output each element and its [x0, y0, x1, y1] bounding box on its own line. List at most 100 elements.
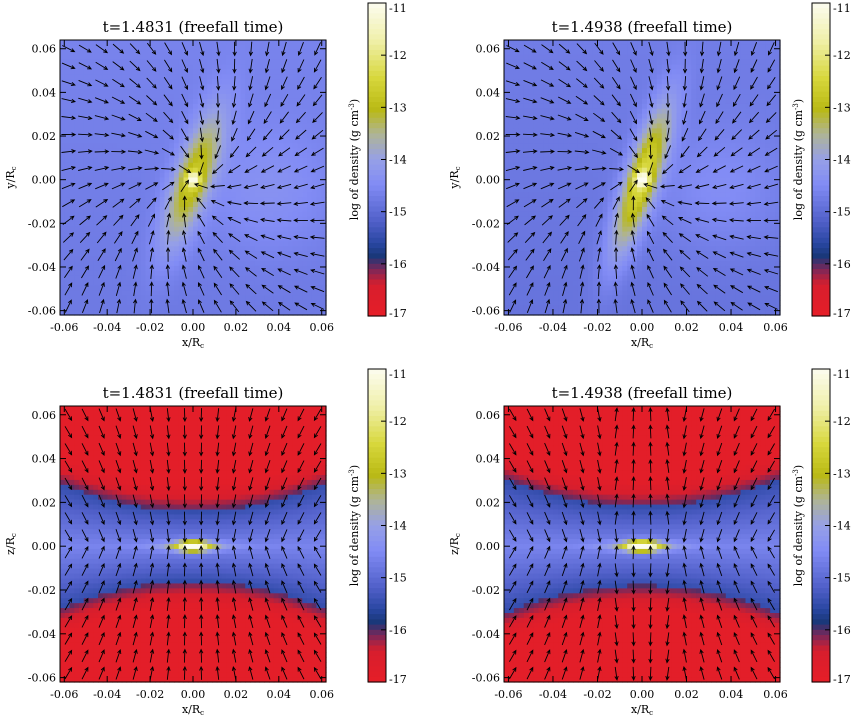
heatmap-cell: [69, 167, 75, 174]
heatmap-cell: [69, 275, 75, 282]
heatmap-cell: [577, 305, 584, 311]
heatmap-cell: [533, 128, 540, 134]
heatmap-cell: [117, 118, 123, 125]
heatmap-cell: [159, 192, 166, 198]
heatmap-cell: [202, 265, 208, 272]
heatmap-cell: [155, 206, 161, 213]
heatmap-cell: [64, 285, 71, 292]
heatmap-cell: [607, 241, 614, 247]
heatmap-cell: [288, 211, 294, 218]
heatmap-cell: [563, 94, 569, 100]
velocity-arrow: [216, 76, 221, 91]
heatmap-cell: [207, 98, 213, 105]
heatmap-cell: [188, 280, 194, 287]
heatmap-cell: [221, 197, 227, 203]
heatmap-cell: [88, 231, 94, 238]
heatmap-cell: [183, 177, 189, 184]
heatmap-cell: [183, 192, 189, 198]
heatmap-cell: [311, 241, 318, 247]
heatmap-cell: [587, 79, 594, 85]
heatmap-cell: [107, 128, 113, 134]
heatmap-cell: [178, 236, 185, 242]
heatmap-cell: [136, 94, 142, 100]
heatmap-cell: [504, 182, 510, 188]
heatmap-cell: [140, 162, 147, 169]
heatmap-cell: [145, 108, 151, 115]
heatmap-cell: [558, 182, 564, 188]
velocity-arrow: [248, 41, 253, 57]
heatmap-cell: [88, 310, 94, 316]
velocity-arrow: [94, 166, 110, 171]
heatmap-cell: [140, 310, 147, 316]
heatmap-cell: [273, 265, 280, 272]
heatmap-cell: [553, 236, 559, 242]
heatmap-cell: [159, 157, 166, 164]
heatmap-cell: [136, 275, 142, 282]
heatmap-cell: [60, 216, 66, 223]
heatmap-cell: [297, 59, 303, 66]
heatmap-cell: [273, 211, 280, 218]
heatmap-cell: [269, 138, 275, 144]
heatmap-cell: [221, 177, 227, 184]
heatmap-cell: [508, 59, 515, 66]
heatmap-cell: [188, 197, 194, 203]
velocity-arrow: [182, 195, 187, 211]
heatmap-cell: [250, 79, 256, 85]
heatmap-cell: [533, 246, 540, 252]
heatmap-cell: [548, 74, 554, 80]
heatmap-cell: [288, 98, 294, 105]
heatmap-cell: [273, 94, 280, 100]
heatmap-cell: [83, 54, 90, 61]
heatmap-cell: [273, 148, 280, 154]
velocity-arrow: [80, 248, 90, 261]
heatmap-cell: [269, 143, 275, 149]
heatmap-cell: [607, 143, 614, 149]
heatmap-cell: [183, 221, 189, 228]
heatmap-cell: [145, 305, 151, 311]
heatmap-cell: [518, 275, 525, 282]
heatmap-cell: [117, 300, 123, 306]
colorbar-swatch: [368, 60, 386, 67]
heatmap-cell: [188, 157, 194, 164]
heatmap-cell: [617, 59, 623, 66]
heatmap-cell: [93, 300, 99, 306]
heatmap-cell: [582, 40, 589, 46]
heatmap-cell: [316, 157, 322, 164]
heatmap-cell: [150, 148, 156, 154]
heatmap-cell: [316, 265, 322, 272]
heatmap-cell: [321, 40, 327, 46]
heatmap-cell: [533, 187, 540, 193]
heatmap-cell: [231, 265, 237, 272]
heatmap-cell: [60, 152, 66, 159]
colorbar-swatch: [368, 253, 386, 260]
colorbar-swatch: [368, 102, 386, 108]
heatmap-cell: [612, 197, 618, 203]
heatmap-cell: [159, 280, 166, 287]
heatmap-cell: [98, 226, 104, 233]
heatmap-cell: [235, 300, 242, 306]
heatmap-cell: [102, 192, 109, 198]
heatmap-cell: [226, 128, 232, 134]
heatmap-cell: [573, 40, 579, 46]
heatmap-cell: [622, 167, 628, 174]
heatmap-cell: [307, 89, 313, 95]
heatmap-cell: [528, 123, 535, 129]
heatmap-cell: [112, 143, 118, 149]
heatmap-cell: [607, 79, 614, 85]
heatmap-cell: [112, 275, 118, 282]
heatmap-cell: [632, 44, 638, 51]
velocity-arrow: [112, 43, 125, 54]
heatmap-cell: [321, 69, 327, 75]
heatmap-cell: [207, 192, 213, 198]
velocity-arrow: [243, 200, 259, 206]
heatmap-cell: [538, 300, 545, 306]
velocity-arrow: [264, 58, 270, 74]
heatmap-cell: [88, 251, 94, 257]
heatmap-cell: [126, 177, 132, 184]
heatmap-cell: [107, 310, 113, 316]
heatmap-cell: [607, 40, 614, 46]
heatmap-cell: [297, 89, 303, 95]
heatmap-cell: [269, 251, 275, 257]
velocity-arrow: [128, 182, 142, 190]
heatmap-cell: [226, 221, 232, 228]
